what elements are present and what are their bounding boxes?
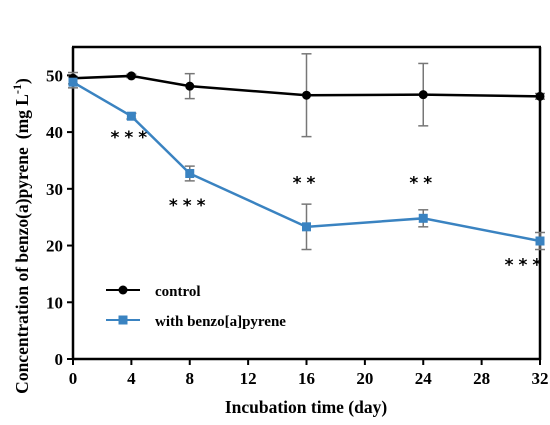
x-tick-label: 0 <box>69 369 78 388</box>
legend-label-benzo: with benzo[a]pyrene <box>155 314 286 330</box>
y-tick-label: 0 <box>55 350 64 369</box>
x-tick-label: 4 <box>127 369 136 388</box>
x-tick-label: 12 <box>240 369 257 388</box>
y-tick-label: 50 <box>46 66 63 85</box>
legend-marker-benzo <box>118 315 128 325</box>
series-line-benzo <box>72 81 541 243</box>
y-tick-label: 20 <box>46 237 63 256</box>
data-point-control <box>302 90 311 100</box>
x-tick-label: 28 <box>473 369 490 388</box>
significance-marker: *** <box>505 256 547 276</box>
significance-marker: ** <box>409 173 437 193</box>
x-tick-label: 24 <box>415 369 433 388</box>
data-point-benzo <box>126 111 136 121</box>
x-tick-label: 20 <box>356 369 373 388</box>
y-ticks: 0 10 20 30 40 50 <box>46 66 73 369</box>
x-tick-label: 16 <box>298 369 315 388</box>
legend-label-control: control <box>155 284 201 300</box>
x-axis-title: Incubation time (day) <box>225 397 388 417</box>
significance-annotations: ******** ***** <box>111 128 547 276</box>
data-point-benzo <box>185 169 195 179</box>
data-point-benzo <box>418 213 428 223</box>
significance-marker: *** <box>169 196 211 216</box>
y-axis-title-main: Concentration of benzo(a)pyrene <box>12 147 32 394</box>
series-markers <box>68 71 545 246</box>
data-point-benzo <box>68 77 78 87</box>
x-ticks: 0 4 8 12 16 20 24 28 32 <box>69 359 549 388</box>
significance-marker: ** <box>293 173 321 193</box>
data-point-control <box>185 81 195 91</box>
y-axis-title: Concentration of benzo(a)pyrene (mg L-1) <box>10 78 32 394</box>
legend-item-benzo: with benzo[a]pyrene <box>106 314 286 330</box>
legend-marker-control <box>118 285 128 295</box>
y-tick-label: 10 <box>46 293 63 312</box>
y-tick-label: 40 <box>46 123 63 142</box>
y-axis-title-exponent: -1 <box>10 84 24 94</box>
series-line-control <box>72 74 541 98</box>
data-point-control <box>126 71 136 81</box>
legend-item-control: control <box>106 284 201 300</box>
significance-marker: *** <box>111 128 153 148</box>
data-point-control <box>535 91 545 101</box>
y-axis-title-close: ) <box>12 78 32 84</box>
error-bars <box>68 53 545 251</box>
series-lines <box>72 74 541 243</box>
data-point-benzo <box>535 236 545 246</box>
legend: control with benzo[a]pyrene <box>106 284 286 330</box>
y-axis-title-unit: (mg L <box>12 94 32 139</box>
y-tick-label: 30 <box>46 180 63 199</box>
data-point-benzo <box>302 222 311 232</box>
x-tick-label: 32 <box>532 369 549 388</box>
x-tick-label: 8 <box>186 369 195 388</box>
data-point-control <box>418 90 428 100</box>
